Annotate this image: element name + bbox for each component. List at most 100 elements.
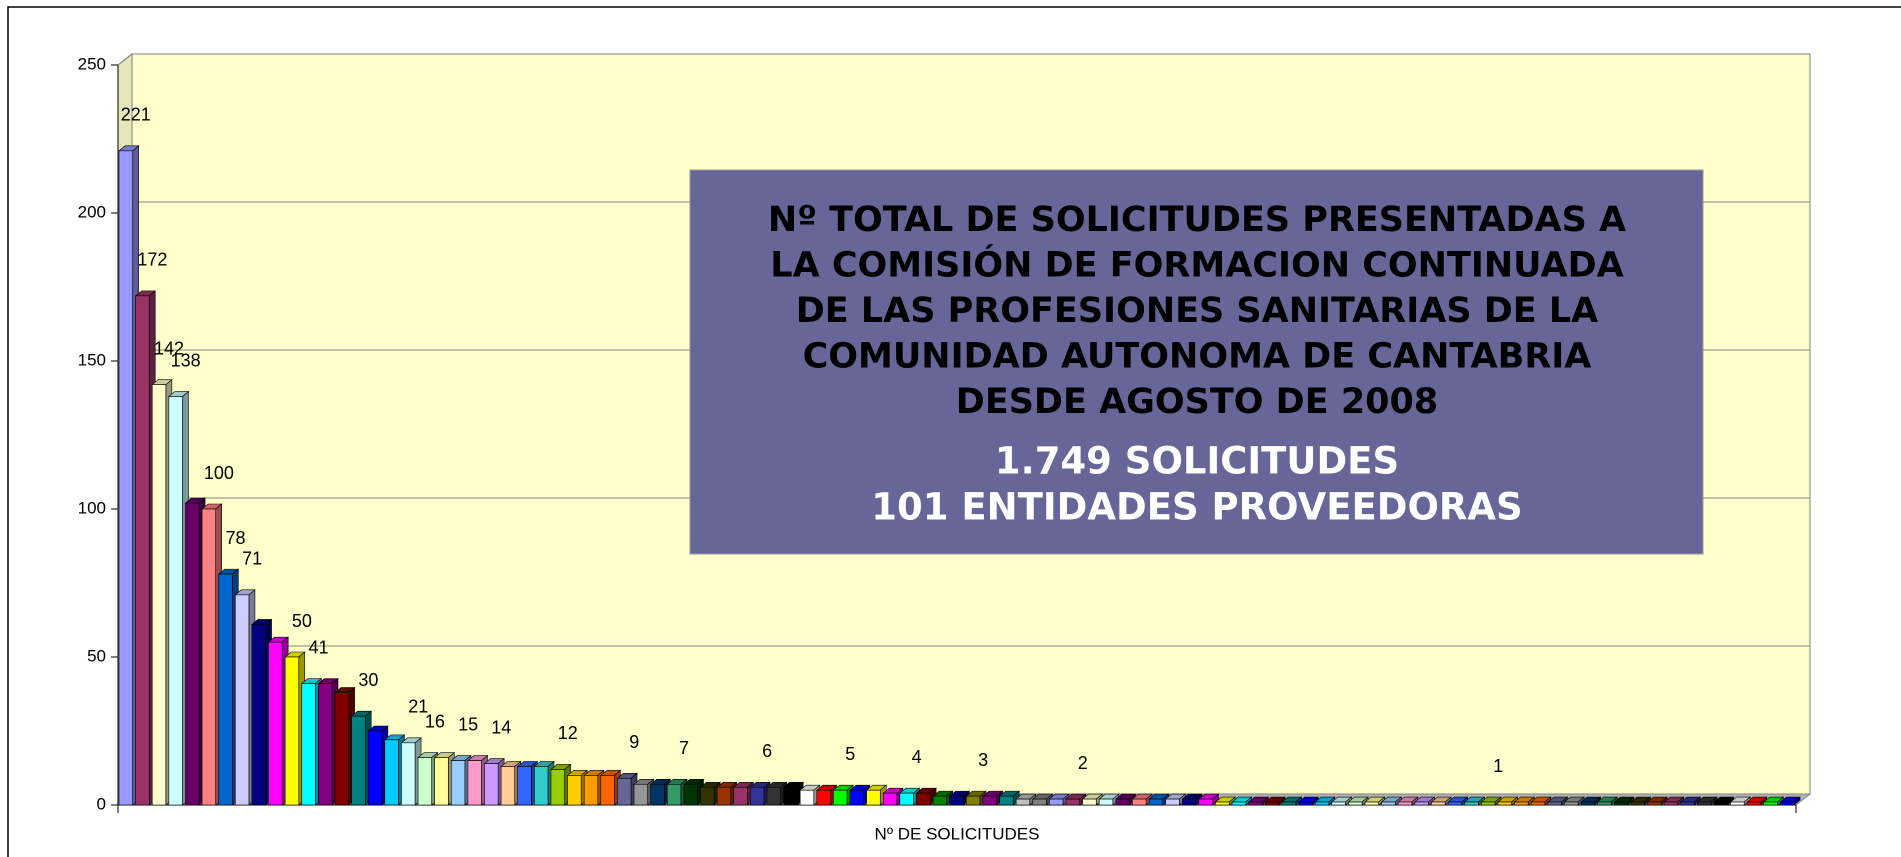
bar (450, 760, 466, 806)
data-label: 4 (912, 747, 922, 767)
bar (218, 573, 233, 806)
bar (1580, 801, 1595, 806)
chart-border (7, 6, 1901, 857)
bar (1530, 801, 1546, 806)
bar (1215, 801, 1230, 806)
bar (1082, 798, 1097, 806)
bar (434, 757, 449, 806)
data-label: 221 (121, 105, 151, 125)
bar (1763, 801, 1778, 806)
grid-line (117, 53, 1810, 66)
data-label: 6 (762, 741, 772, 761)
y-tick-label: 200 (78, 202, 106, 221)
bar (600, 775, 615, 806)
bar (185, 502, 200, 806)
bar (351, 715, 366, 806)
data-label: 30 (358, 670, 378, 690)
data-label: 78 (225, 528, 245, 548)
y-tick-label: 50 (87, 646, 106, 665)
bar (1547, 801, 1562, 806)
bar (1630, 801, 1645, 806)
bar (633, 783, 648, 806)
bar (999, 795, 1014, 806)
bar (1148, 798, 1163, 806)
bar (1132, 798, 1147, 806)
bar (1331, 801, 1346, 806)
bar (1265, 801, 1280, 806)
bar (683, 783, 698, 806)
bar (1481, 801, 1496, 806)
annotation-heading: DESDE AGOSTO DE 2008 (956, 382, 1438, 422)
bar (1597, 801, 1612, 806)
bar (1032, 798, 1047, 806)
annotation-heading: DE LAS PROFESIONES SANITARIAS DE LA (796, 291, 1599, 331)
bar (1613, 801, 1629, 806)
plot: 0501001502002502211721421381007871504130… (78, 52, 1812, 813)
bar (1065, 798, 1080, 806)
bar (135, 295, 150, 806)
bar (500, 766, 516, 806)
bar (268, 641, 283, 806)
bar (550, 769, 565, 806)
bar (1464, 801, 1479, 806)
bar (1780, 801, 1795, 806)
bar (583, 775, 599, 806)
bar (833, 789, 848, 806)
data-label: 71 (242, 549, 262, 569)
data-label: 7 (679, 738, 689, 758)
data-label: 41 (309, 637, 329, 657)
data-label: 2 (1078, 753, 1088, 773)
bar (966, 795, 981, 806)
bar (982, 795, 997, 806)
bar (1198, 798, 1213, 806)
bar (1730, 801, 1745, 806)
bar (750, 786, 765, 806)
bar (384, 739, 399, 806)
bar (484, 763, 499, 806)
annotation-summary: 101 ENTIDADES PROVEEDORAS (871, 486, 1522, 529)
bar (783, 786, 798, 806)
bar (1447, 801, 1463, 806)
data-label: 172 (137, 250, 167, 270)
bar (1497, 801, 1512, 806)
data-label: 1 (1493, 756, 1503, 776)
bar (1647, 801, 1662, 806)
data-label: 138 (171, 350, 201, 370)
bar (1115, 798, 1130, 806)
bar (1680, 801, 1695, 806)
bar (1248, 801, 1263, 806)
data-label: 21 (408, 697, 428, 717)
data-label: 14 (491, 717, 511, 737)
bar (1713, 801, 1728, 806)
bar (1364, 801, 1379, 806)
bar (949, 795, 964, 806)
bar (700, 786, 715, 806)
bar (251, 624, 266, 806)
data-label: 100 (204, 463, 234, 483)
bar (201, 508, 216, 806)
data-label: 5 (845, 744, 855, 764)
bar (534, 766, 549, 806)
y-tick-label: 0 (97, 794, 106, 813)
bar (849, 789, 864, 806)
bar (1514, 801, 1529, 806)
data-label: 9 (629, 732, 639, 752)
bar (301, 683, 316, 806)
bar (1414, 801, 1429, 806)
data-label: 142 (154, 338, 184, 358)
bar (716, 786, 732, 806)
bar (1098, 798, 1114, 806)
annotation-heading: LA COMISIÓN DE FORMACION CONTINUADA (770, 244, 1623, 286)
bar (1049, 798, 1064, 806)
bar (1697, 801, 1712, 806)
bar (1663, 801, 1679, 806)
bar (151, 384, 167, 806)
bar (866, 789, 881, 806)
data-label: 15 (458, 714, 478, 734)
bar (334, 692, 349, 806)
bar (1348, 801, 1363, 806)
bar (1015, 798, 1031, 806)
bar (401, 742, 416, 806)
annotation-heading: Nº TOTAL DE SOLICITUDES PRESENTADAS A (768, 200, 1626, 240)
